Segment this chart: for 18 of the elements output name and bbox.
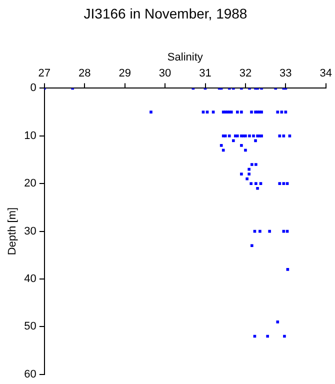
y-axis-title: Depth [m]: [6, 207, 19, 256]
x-tick-label: 33: [280, 68, 292, 80]
y-tick-label: 50: [24, 320, 36, 333]
y-tick-label: 0: [30, 82, 36, 94]
x-axis-title: Salinity: [167, 51, 204, 64]
x-tick-label: 27: [38, 68, 51, 80]
y-tick-label: 20: [24, 178, 36, 190]
x-tick-label: 30: [158, 68, 172, 80]
x-tick-label: 28: [78, 68, 91, 80]
x-tick-label: 31: [199, 68, 212, 80]
x-tick-label: 32: [239, 68, 252, 80]
y-tick-label: 40: [24, 273, 36, 286]
x-tick-label: 29: [118, 68, 131, 80]
x-tick-label: 34: [320, 68, 332, 80]
chart-title: JI3166 in November, 1988: [84, 5, 248, 22]
y-tick-label: 10: [24, 130, 36, 142]
y-tick-label: 30: [24, 225, 36, 238]
y-tick-label: 60: [24, 368, 36, 380]
